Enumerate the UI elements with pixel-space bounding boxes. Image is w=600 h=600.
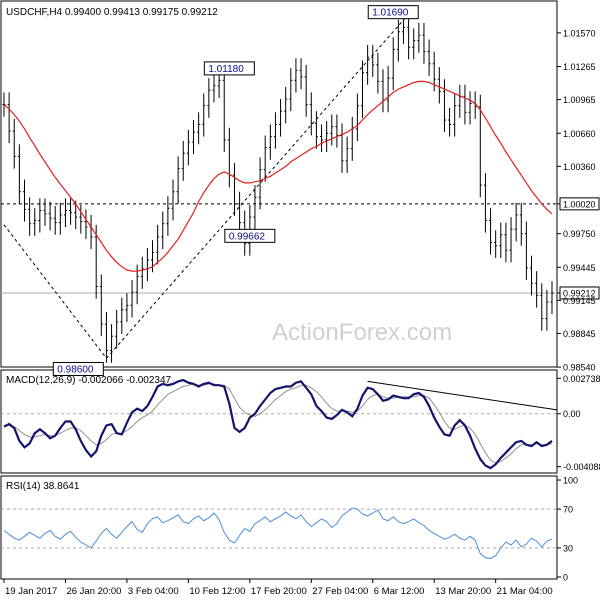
price-y-tick-label: 1.00660	[563, 129, 596, 139]
price-annotation-box	[367, 5, 419, 20]
macd-signal-line	[4, 383, 553, 464]
price-panel-frame	[0, 0, 558, 368]
price-trend-line	[3, 224, 107, 359]
price-y-tick-label: 0.99145	[563, 296, 596, 306]
macd-main-line	[3, 378, 553, 470]
price-y-tick-label: 1.00965	[563, 95, 596, 105]
macd-y-tick-label: 0.002738	[563, 374, 600, 384]
x-tick-label: 26 Jan 20:00	[66, 586, 121, 597]
price-y-tick-label: 1.00360	[563, 162, 596, 172]
price-annotation-box	[224, 228, 276, 243]
price-layer: 1.01690 1.01180 0.99662 0.98600	[1, 5, 557, 376]
rsi-y-tick-label: 70	[563, 505, 573, 515]
price-annotation-label: 1.01690	[372, 8, 409, 19]
price-y-tick-label: 0.99212	[563, 288, 596, 298]
rsi-y-tick-label: 30	[563, 543, 573, 553]
x-tick-label: 27 Feb 04:00	[312, 586, 368, 597]
axis-layer: 1.01570 1.01265 1.00965 1.00660 1.00360 1.000…	[3, 28, 600, 597]
price-annotation-label: 0.99662	[229, 231, 266, 242]
price-trend-line	[106, 13, 409, 359]
price-y-tick-label: 0.99445	[563, 263, 596, 273]
last-price-box	[559, 286, 600, 300]
price-title: USDCHF,H4 0.99400 0.99413 0.99175 0.9921…	[6, 7, 218, 18]
price-y-tick-label: 0.98540	[563, 363, 596, 373]
x-tick-label: 17 Feb 20:00	[251, 586, 307, 597]
macd-y-tick-label: 0.00	[563, 409, 581, 419]
price-annotation-label: 1.01180	[208, 64, 244, 75]
price-y-tick-label: 1.00020	[563, 199, 596, 209]
x-tick-label: 13 Mar 20:00	[435, 586, 491, 597]
price-y-tick-label: 1.01265	[563, 62, 596, 72]
macd-layer	[1, 378, 558, 470]
watermark: ActionForex.com	[272, 319, 452, 346]
x-tick-label: 10 Feb 12:00	[189, 586, 245, 597]
rsi-line	[3, 507, 553, 560]
x-tick-label: 3 Feb 04:00	[128, 586, 179, 597]
macd-panel-frame	[0, 369, 558, 474]
rsi-y-tick-label: 100	[563, 476, 578, 486]
price-y-tick-label: 1.01570	[563, 28, 596, 38]
macd-title: MACD(12,26,9) -0.002066 -0.002347	[6, 375, 172, 386]
rsi-y-tick-label: 0	[563, 573, 568, 583]
macd-trend-line	[367, 380, 558, 411]
price-annotation-box	[52, 361, 104, 376]
price-annotation-box	[203, 61, 255, 76]
price-y-tick-label: 0.98845	[563, 329, 596, 339]
level-price-box	[559, 197, 600, 211]
x-tick-label: 21 Mar 04:00	[497, 586, 553, 597]
price-annotation-label: 0.98600	[57, 364, 94, 375]
price-y-tick-label: 0.99750	[563, 229, 596, 239]
x-tick-label: 6 Mar 12:00	[374, 586, 425, 597]
rsi-layer	[1, 507, 557, 560]
macd-y-tick-label: -0.004088	[563, 462, 600, 472]
rsi-panel-frame	[0, 475, 558, 580]
rsi-title: RSI(14) 38.8641	[6, 481, 80, 492]
moving-average-line	[3, 80, 553, 272]
x-tick-label: 19 Jan 2017	[5, 586, 57, 597]
